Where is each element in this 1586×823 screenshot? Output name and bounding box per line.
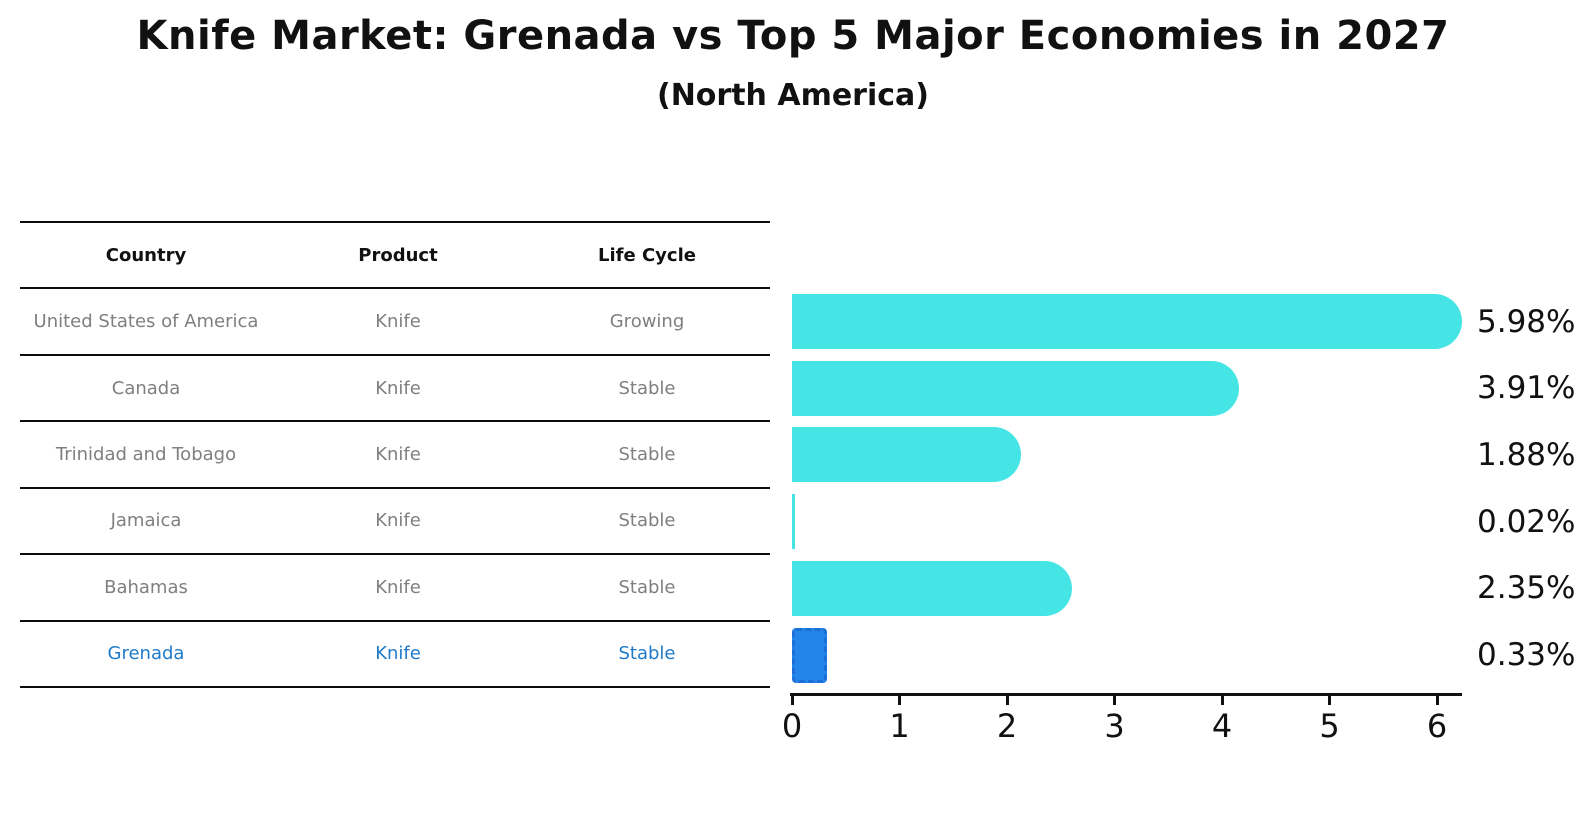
- x-axis-tick-label: 5: [1319, 707, 1340, 745]
- column-header: Life Cycle: [598, 244, 696, 266]
- column-header: Product: [358, 244, 438, 266]
- x-axis-tick-label: 6: [1426, 707, 1448, 745]
- table-row: Trinidad and Tobago Knife Stable: [20, 420, 770, 486]
- table-cell-product: Knife: [375, 311, 421, 333]
- chart-title: Knife Market: Grenada vs Top 5 Major Eco…: [136, 13, 1450, 59]
- x-axis-tick-label: 3: [1104, 707, 1125, 745]
- bar-value-label: 5.98%: [1477, 303, 1576, 340]
- x-axis-tick: [1005, 695, 1009, 705]
- table-cell-country: Canada: [111, 377, 181, 399]
- table-cell-life_cycle: Stable: [618, 643, 676, 665]
- table-cell-life_cycle: Stable: [618, 443, 676, 465]
- table-cell-country: United States of America: [33, 311, 259, 333]
- table-cell-product: Knife: [375, 443, 421, 465]
- table-cell-life_cycle: Stable: [618, 576, 676, 598]
- x-axis-tick: [1220, 695, 1224, 705]
- table-row: Canada Knife Stable: [20, 353, 770, 420]
- bar-value-label: 1.88%: [1477, 436, 1576, 473]
- bar-value-label: 2.35%: [1477, 570, 1576, 607]
- x-axis-tick-label: 4: [1211, 707, 1233, 745]
- column-header: Country: [105, 244, 187, 266]
- bar-3: [792, 494, 795, 550]
- table-row: Grenada Knife Stable: [20, 619, 770, 686]
- table-header-row: Country Product Life Cycle: [20, 221, 770, 287]
- table-row: Jamaica Knife Stable: [20, 486, 770, 553]
- x-axis-tick: [1113, 695, 1116, 705]
- table-row: United States of America Knife Growing: [20, 287, 770, 353]
- bar-highlight-5: [792, 627, 828, 683]
- table-row: Bahamas Knife Stable: [20, 553, 770, 619]
- table-cell-life_cycle: Growing: [609, 311, 685, 333]
- bar-value-label: 0.02%: [1477, 503, 1576, 540]
- chart-subtitle: (North America): [656, 78, 929, 113]
- x-axis-line: [790, 693, 1462, 696]
- table-cell-product: Knife: [375, 510, 421, 532]
- table-cell-country: Jamaica: [110, 510, 182, 532]
- x-axis-tick-label: 0: [781, 707, 803, 745]
- x-axis-tick-label: 1: [889, 707, 910, 745]
- table-cell-country: Bahamas: [104, 576, 188, 598]
- table-cell-product: Knife: [375, 377, 421, 399]
- table-cell-product: Knife: [375, 576, 421, 598]
- bar-0: [792, 294, 1462, 350]
- comparison-table: Country Product Life Cycle United States of…: [20, 221, 770, 688]
- table-cell-product: Knife: [375, 643, 421, 665]
- x-axis-tick: [898, 695, 901, 705]
- x-axis-tick: [1435, 695, 1439, 705]
- bar-1: [792, 360, 1240, 416]
- bar-value-label: 3.91%: [1477, 370, 1576, 407]
- bar-value-label: 0.33%: [1477, 637, 1576, 674]
- x-axis-tick-label: 2: [996, 707, 1018, 745]
- table-cell-country: Trinidad and Tobago: [55, 443, 237, 465]
- table-cell-country: Grenada: [107, 643, 185, 665]
- table-cell-life_cycle: Stable: [618, 377, 676, 399]
- x-axis-tick: [790, 695, 794, 705]
- bar-4: [792, 560, 1072, 616]
- table-cell-life_cycle: Stable: [618, 510, 676, 532]
- bar-2: [792, 427, 1022, 483]
- x-axis-tick: [1328, 695, 1331, 705]
